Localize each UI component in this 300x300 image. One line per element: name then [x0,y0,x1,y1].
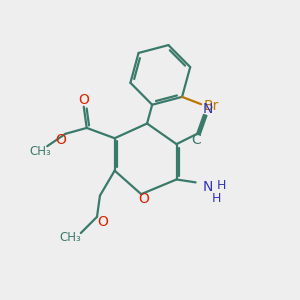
Text: H: H [217,178,226,191]
Text: O: O [78,93,89,107]
Text: N: N [203,180,213,194]
Text: Br: Br [204,99,219,113]
Text: O: O [55,133,66,147]
Text: C: C [191,133,201,147]
Text: H: H [212,192,221,205]
Text: N: N [202,102,213,116]
Text: CH₃: CH₃ [29,145,51,158]
Text: O: O [138,193,149,206]
Text: CH₃: CH₃ [60,231,81,244]
Text: O: O [97,215,108,229]
